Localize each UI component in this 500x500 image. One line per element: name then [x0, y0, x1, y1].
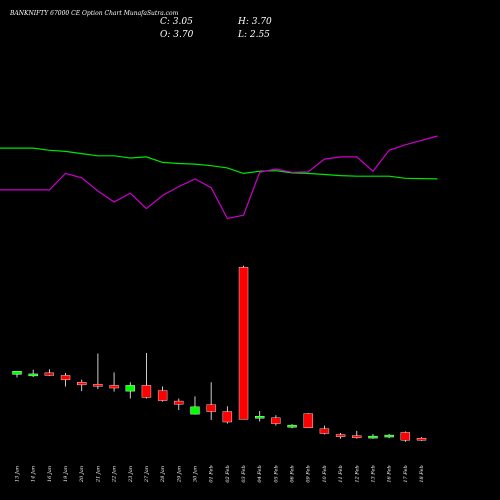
- candle: [60, 372, 71, 387]
- candle: [303, 413, 313, 428]
- candle: [319, 425, 330, 435]
- candle-body: [416, 438, 427, 441]
- candle: [416, 437, 427, 441]
- x-tick-label: 10 Feb: [322, 465, 328, 482]
- candle: [141, 352, 152, 399]
- candle: [384, 434, 394, 439]
- candle-body: [77, 382, 87, 386]
- x-tick-label: 12 Feb: [354, 465, 360, 482]
- candle-body: [254, 416, 265, 419]
- candle-body: [12, 371, 22, 375]
- candle-body: [109, 385, 119, 389]
- candle-body: [44, 372, 55, 376]
- candle: [368, 434, 378, 439]
- candle: [28, 369, 38, 378]
- x-tick-label: 17 Feb: [403, 465, 409, 482]
- x-tick-label: 20 Jan: [79, 466, 85, 483]
- candle: [352, 430, 362, 439]
- x-tick-label: 30 Jan: [192, 466, 198, 482]
- x-tick-label: 16 Feb: [387, 465, 393, 482]
- x-tick-label: 21 Jan: [95, 466, 101, 483]
- high-value: H: 3.70: [237, 17, 272, 27]
- candle-body: [335, 434, 346, 437]
- candle-body: [319, 428, 330, 434]
- x-tick-label: 11 Feb: [338, 465, 344, 482]
- candle-body: [206, 404, 216, 412]
- candle: [190, 396, 200, 415]
- x-tick-label: 01 Feb: [209, 465, 215, 482]
- x-tick-label: 14 Jan: [31, 466, 37, 482]
- x-tick-label: 09 Feb: [306, 465, 312, 482]
- candle-body: [400, 432, 411, 441]
- indicator-lines: [0, 135, 438, 220]
- close-value: C: 3.05: [160, 17, 193, 27]
- x-tick-label: 05 Feb: [273, 465, 279, 482]
- x-tick-label: 04 Feb: [257, 465, 263, 482]
- candle-body: [287, 424, 297, 428]
- low-value: L: 2.55: [237, 30, 270, 40]
- x-tick-label: 06 Feb: [290, 465, 296, 482]
- candle-body: [384, 434, 394, 438]
- candle: [44, 369, 55, 376]
- open-value: O: 3.70: [160, 30, 194, 40]
- candle-body: [190, 406, 200, 415]
- candle: [287, 424, 297, 429]
- candle-body: [93, 384, 103, 387]
- x-tick-label: 27 Jan: [144, 466, 150, 483]
- candle: [206, 382, 216, 420]
- candle-body: [125, 385, 135, 392]
- candle-body: [352, 435, 362, 438]
- x-axis-labels: 13 Jan 14 Jan 16 Jan 19 Jan 20 Jan 21 Jan 22 J…: [15, 465, 426, 483]
- x-tick-label: 23 Jan: [128, 466, 134, 483]
- candle-body: [28, 373, 38, 377]
- x-tick-label: 29 Jan: [176, 466, 182, 483]
- candle-body: [60, 375, 71, 380]
- x-tick-label: 13 Jan: [15, 466, 21, 482]
- candle: [109, 372, 119, 392]
- candle: [77, 379, 87, 392]
- x-tick-label: 22 Jan: [112, 466, 118, 483]
- candle-body: [271, 417, 281, 424]
- x-tick-label: 02 Feb: [225, 465, 231, 482]
- candle: [254, 411, 265, 422]
- candle: [157, 386, 168, 402]
- candle-body: [174, 400, 184, 405]
- candle-body: [141, 385, 152, 398]
- candle: [93, 353, 103, 390]
- candles: [12, 265, 427, 442]
- candle: [12, 371, 22, 378]
- candle-body: [238, 267, 249, 420]
- candle: [174, 398, 184, 410]
- candle: [335, 432, 346, 439]
- candle: [125, 382, 135, 399]
- candle: [271, 415, 281, 426]
- candle: [238, 265, 249, 420]
- indicator-line-2: [0, 135, 438, 220]
- candle: [222, 406, 233, 424]
- x-tick-label: 19 Jan: [63, 466, 69, 482]
- candle-body: [303, 413, 313, 428]
- x-tick-label: 13 Feb: [370, 465, 376, 482]
- candle-body: [157, 390, 168, 401]
- indicator-line-1: [0, 147, 438, 180]
- candle: [400, 431, 411, 442]
- x-tick-label: 16 Jan: [47, 466, 53, 482]
- chart-title: BANKNIFTY 67000 CE Option Chart MunafaSu…: [9, 10, 179, 17]
- x-tick-label: 18 Feb: [419, 465, 425, 482]
- x-tick-label: 03 Feb: [241, 465, 247, 482]
- x-tick-label: 28 Jan: [160, 466, 166, 483]
- candle-body: [222, 411, 233, 423]
- candle-body: [368, 435, 378, 439]
